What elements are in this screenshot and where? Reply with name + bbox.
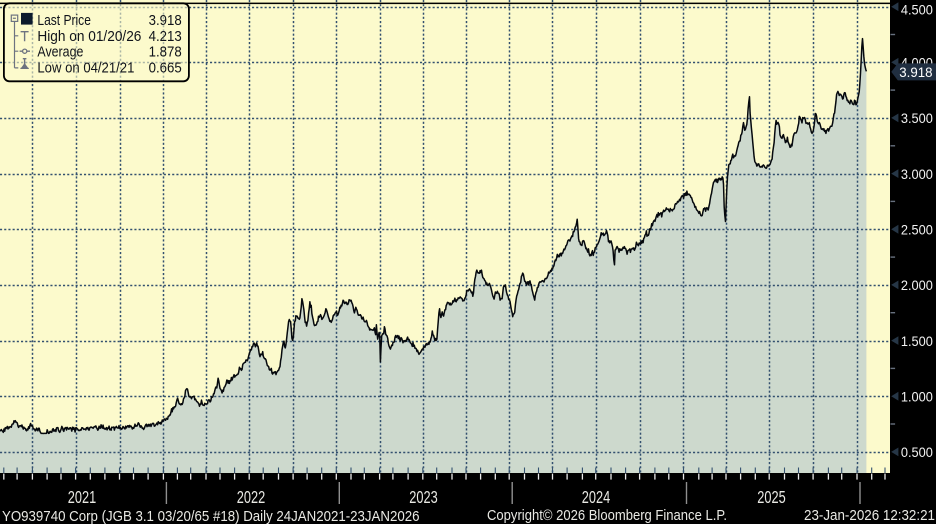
svg-text:Last Price: Last Price: [37, 12, 91, 29]
svg-text:3.500: 3.500: [901, 111, 933, 127]
svg-text:4.213: 4.213: [149, 28, 182, 45]
svg-text:23-Jan-2026 12:32:21: 23-Jan-2026 12:32:21: [804, 507, 935, 524]
svg-text:2023: 2023: [409, 487, 437, 507]
svg-text:3.000: 3.000: [901, 167, 933, 183]
svg-text:2022: 2022: [237, 487, 265, 507]
svg-text:1.500: 1.500: [901, 334, 933, 350]
svg-text:High on 01/20/26: High on 01/20/26: [37, 28, 141, 45]
svg-text:1.000: 1.000: [901, 389, 933, 405]
svg-text:YO939740 Corp (JGB 3.1 03/20/6: YO939740 Corp (JGB 3.1 03/20/65 #18) Dai…: [2, 508, 420, 524]
svg-text:3.918: 3.918: [149, 12, 182, 29]
svg-text:2024: 2024: [582, 487, 611, 507]
svg-text:Low on 04/21/21: Low on 04/21/21: [37, 60, 134, 77]
svg-text:2.000: 2.000: [901, 278, 933, 294]
svg-text:4.500: 4.500: [901, 3, 933, 19]
svg-text:3.918: 3.918: [899, 65, 932, 81]
svg-text:Copyright© 2026 Bloomberg Fina: Copyright© 2026 Bloomberg Finance L.P.: [487, 507, 727, 524]
svg-text:Average: Average: [37, 44, 83, 61]
svg-text:2025: 2025: [757, 487, 785, 507]
svg-text:2021: 2021: [68, 487, 96, 507]
svg-text:1.878: 1.878: [149, 44, 182, 61]
svg-text:0.665: 0.665: [149, 60, 182, 77]
svg-text:0.500: 0.500: [901, 445, 933, 461]
svg-text:2.500: 2.500: [901, 222, 933, 238]
